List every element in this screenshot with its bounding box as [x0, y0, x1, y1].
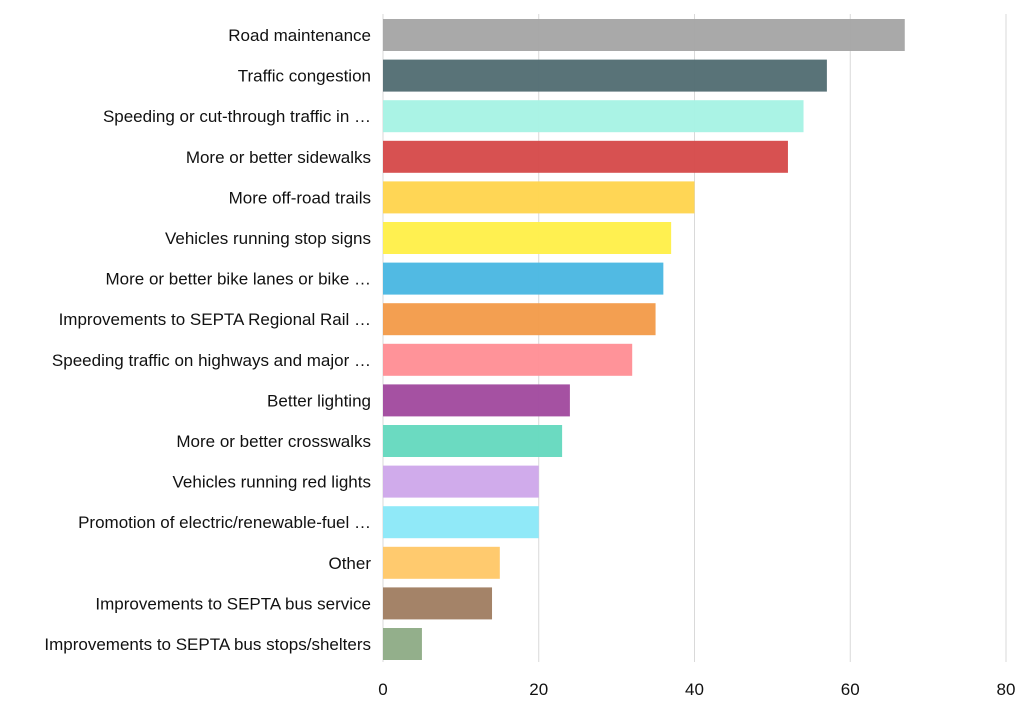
x-tick-label: 40: [685, 680, 704, 699]
bar: [383, 546, 500, 579]
category-label: Improvements to SEPTA Regional Rail …: [59, 310, 371, 329]
category-label: Speeding or cut-through traffic in …: [103, 107, 371, 126]
category-label: Road maintenance: [228, 26, 371, 45]
x-tick-label: 0: [378, 680, 387, 699]
bar: [383, 343, 633, 376]
category-label: More or better crosswalks: [176, 432, 371, 451]
category-label: Improvements to SEPTA bus service: [95, 594, 371, 613]
category-label: Better lighting: [267, 391, 371, 410]
category-label: More or better sidewalks: [186, 148, 371, 167]
bar: [383, 628, 422, 660]
category-labels: Road maintenance Traffic congestion Speedi…: [44, 26, 371, 654]
x-tick-label: 60: [841, 680, 860, 699]
bars: [383, 19, 905, 660]
category-label: Other: [328, 554, 371, 573]
bar: [383, 262, 664, 295]
category-label: Promotion of electric/renewable-fuel …: [78, 513, 371, 532]
category-label: More off-road trails: [229, 188, 371, 207]
bar: [383, 59, 827, 92]
category-label: Vehicles running red lights: [173, 473, 371, 492]
bar: [383, 465, 539, 498]
category-label: More or better bike lanes or bike …: [105, 270, 371, 289]
x-tick-label: 20: [529, 680, 548, 699]
bar: [383, 384, 570, 417]
bar: [383, 506, 539, 539]
category-label: Improvements to SEPTA bus stops/shelters: [44, 635, 371, 654]
bar: [383, 19, 905, 51]
bar: [383, 425, 563, 457]
x-tick-label: 80: [997, 680, 1016, 699]
bar: [383, 587, 493, 620]
bar: [383, 140, 788, 173]
x-axis-tick-labels: 0 20 40 60 80: [378, 680, 1015, 699]
bar: [383, 100, 804, 133]
category-label: Vehicles running stop signs: [165, 229, 371, 248]
bar: [383, 222, 672, 254]
bar: [383, 303, 656, 336]
bar: [383, 181, 695, 214]
category-label: Speeding traffic on highways and major …: [52, 351, 371, 370]
category-label: Traffic congestion: [238, 67, 371, 86]
